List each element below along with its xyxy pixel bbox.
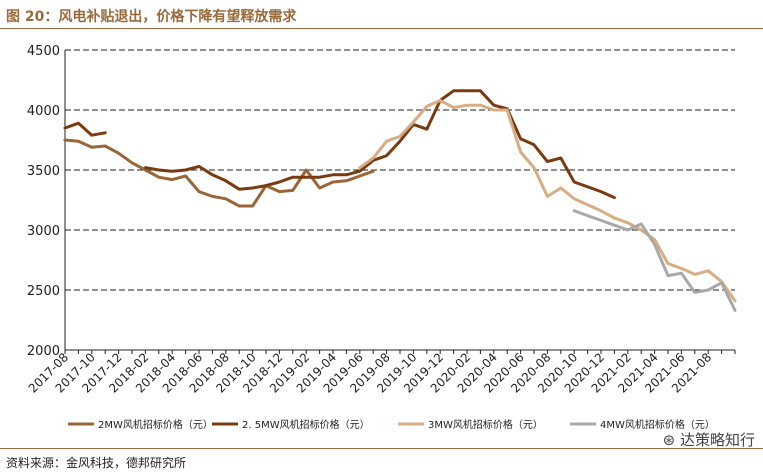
source-note: 资料来源：金风科技，德邦研究所 — [6, 456, 187, 470]
y-tick-label: 3500 — [27, 164, 60, 179]
series-lines — [63, 89, 737, 312]
legend: 2MW风机招标价格（元） 2. 5MW风机招标价格（元） 3MW风机招标价格（元） 4… — [68, 418, 715, 431]
legend-label-1: 2MW风机招标价格（元） — [98, 418, 213, 431]
y-tick-label: 4500 — [27, 44, 60, 59]
wechat-icon: ⊛ — [662, 431, 680, 449]
watermark: ⊛ 达策略知行 — [663, 429, 755, 450]
series-line-3 — [358, 98, 737, 303]
y-tick-label: 2000 — [27, 344, 60, 359]
watermark-text: 达策略知行 — [679, 431, 755, 449]
y-tick-label: 2500 — [27, 284, 60, 299]
title-rule — [0, 28, 763, 29]
legend-label-3: 3MW风机招标价格（元） — [428, 418, 543, 431]
y-tick-label: 3000 — [27, 224, 60, 239]
series-line-4 — [572, 209, 737, 312]
figure-title: 图 20：风电补贴退出，价格下降有望释放需求 — [6, 9, 297, 25]
axes: 2000250030003500400045002017-082017-1020… — [26, 44, 736, 396]
y-tick-label: 4000 — [27, 104, 60, 119]
series-line-2 — [63, 89, 616, 200]
bottom-rule — [0, 448, 763, 449]
legend-label-2: 2. 5MW风机招标价格（元） — [242, 418, 370, 431]
series-line-1 — [63, 138, 375, 208]
legend-label-4: 4MW风机招标价格（元） — [600, 418, 715, 431]
